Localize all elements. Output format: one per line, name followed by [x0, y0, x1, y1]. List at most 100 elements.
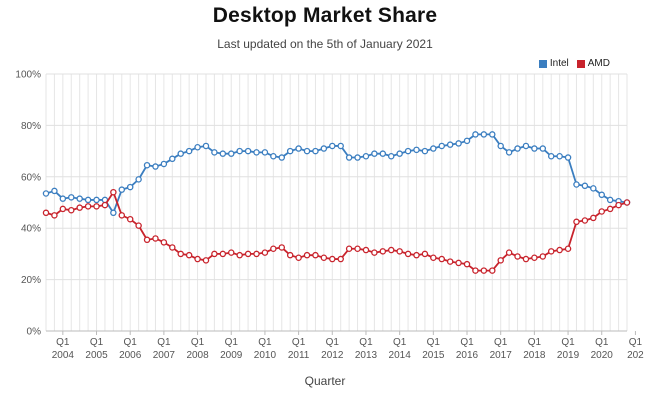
data-point-amd[interactable] [446, 258, 454, 265]
data-point-intel[interactable] [489, 131, 496, 138]
data-point-amd[interactable] [387, 246, 395, 254]
data-point-intel[interactable] [472, 131, 479, 138]
data-point-intel[interactable] [143, 161, 151, 169]
data-point-intel[interactable] [413, 146, 420, 154]
data-point-intel[interactable] [68, 194, 75, 201]
data-point-amd[interactable] [547, 248, 555, 255]
data-point-intel[interactable] [547, 152, 555, 160]
data-point-amd[interactable] [312, 251, 319, 259]
data-point-intel[interactable] [211, 149, 218, 156]
data-point-intel[interactable] [522, 142, 530, 150]
data-point-amd[interactable] [126, 215, 134, 223]
data-point-intel[interactable] [303, 147, 311, 155]
data-point-amd[interactable] [185, 251, 193, 259]
data-point-amd[interactable] [143, 236, 151, 244]
data-point-intel[interactable] [581, 182, 589, 190]
data-point-intel[interactable] [169, 155, 176, 163]
data-point-intel[interactable] [286, 147, 294, 155]
data-point-intel[interactable] [590, 185, 597, 192]
data-point-amd[interactable] [564, 245, 572, 253]
data-point-intel[interactable] [446, 141, 454, 148]
data-point-intel[interactable] [354, 154, 361, 161]
data-point-intel[interactable] [320, 145, 328, 152]
data-point-intel[interactable] [404, 147, 412, 155]
data-point-intel[interactable] [312, 147, 319, 155]
data-point-amd[interactable] [227, 249, 235, 256]
data-point-intel[interactable] [59, 195, 67, 202]
data-point-amd[interactable] [152, 235, 159, 242]
data-point-intel[interactable] [219, 150, 227, 157]
data-point-intel[interactable] [514, 145, 521, 152]
data-point-amd[interactable] [219, 250, 227, 258]
data-point-intel[interactable] [505, 149, 513, 156]
data-point-amd[interactable] [404, 250, 412, 258]
data-point-intel[interactable] [152, 163, 159, 170]
data-point-amd[interactable] [489, 267, 496, 274]
data-point-intel[interactable] [573, 181, 580, 188]
data-point-intel[interactable] [244, 147, 252, 155]
data-point-amd[interactable] [261, 249, 269, 256]
data-point-intel[interactable] [42, 190, 50, 197]
data-point-intel[interactable] [194, 143, 201, 151]
data-point-intel[interactable] [253, 149, 260, 156]
data-point-amd[interactable] [430, 254, 437, 262]
data-point-amd[interactable] [93, 203, 100, 210]
data-point-amd[interactable] [295, 254, 302, 262]
data-point-intel[interactable] [362, 152, 370, 160]
data-point-amd[interactable] [354, 245, 361, 253]
data-point-amd[interactable] [177, 250, 184, 258]
data-point-intel[interactable] [295, 145, 302, 152]
legend-entry-intel[interactable]: Intel [538, 58, 569, 69]
data-point-intel[interactable] [438, 142, 446, 150]
data-point-amd[interactable] [531, 254, 538, 262]
data-point-amd[interactable] [278, 244, 286, 251]
data-point-amd[interactable] [455, 259, 462, 267]
data-point-intel[interactable] [261, 149, 269, 156]
data-point-amd[interactable] [606, 205, 614, 213]
data-point-amd[interactable] [573, 218, 580, 226]
data-point-intel[interactable] [185, 147, 193, 155]
data-point-intel[interactable] [135, 176, 142, 183]
data-point-amd[interactable] [345, 245, 353, 253]
data-point-amd[interactable] [615, 201, 622, 209]
data-point-amd[interactable] [236, 251, 243, 259]
data-point-intel[interactable] [76, 195, 83, 202]
data-point-amd[interactable] [135, 222, 142, 229]
data-point-amd[interactable] [303, 251, 311, 259]
data-point-amd[interactable] [379, 248, 387, 255]
data-point-intel[interactable] [110, 209, 117, 217]
data-point-amd[interactable] [371, 249, 378, 256]
data-point-intel[interactable] [51, 187, 58, 195]
data-point-amd[interactable] [590, 214, 597, 222]
data-point-amd[interactable] [581, 217, 589, 224]
data-point-amd[interactable] [202, 257, 210, 264]
data-point-intel[interactable] [177, 150, 184, 157]
data-point-amd[interactable] [472, 267, 479, 274]
data-point-amd[interactable] [270, 245, 277, 253]
data-point-intel[interactable] [278, 154, 286, 161]
data-point-amd[interactable] [480, 267, 488, 274]
data-point-amd[interactable] [68, 206, 75, 214]
data-point-amd[interactable] [329, 255, 336, 263]
data-point-amd[interactable] [118, 212, 126, 219]
data-point-intel[interactable] [160, 160, 168, 168]
legend-entry-amd[interactable]: AMD [576, 58, 610, 69]
data-point-intel[interactable] [430, 145, 437, 152]
data-point-amd[interactable] [463, 260, 471, 268]
data-point-intel[interactable] [84, 196, 92, 204]
data-point-amd[interactable] [42, 209, 50, 217]
data-point-intel[interactable] [606, 196, 614, 204]
data-point-intel[interactable] [497, 142, 504, 150]
data-point-amd[interactable] [160, 239, 168, 246]
data-point-intel[interactable] [463, 137, 471, 145]
data-point-amd[interactable] [110, 188, 117, 196]
data-point-amd[interactable] [169, 244, 176, 251]
data-point-amd[interactable] [59, 205, 67, 213]
data-point-amd[interactable] [76, 204, 83, 211]
data-point-intel[interactable] [387, 152, 395, 160]
data-point-intel[interactable] [480, 131, 488, 138]
data-point-intel[interactable] [564, 154, 572, 161]
data-point-intel[interactable] [337, 142, 344, 150]
data-point-amd[interactable] [337, 255, 344, 263]
data-point-amd[interactable] [598, 208, 605, 215]
